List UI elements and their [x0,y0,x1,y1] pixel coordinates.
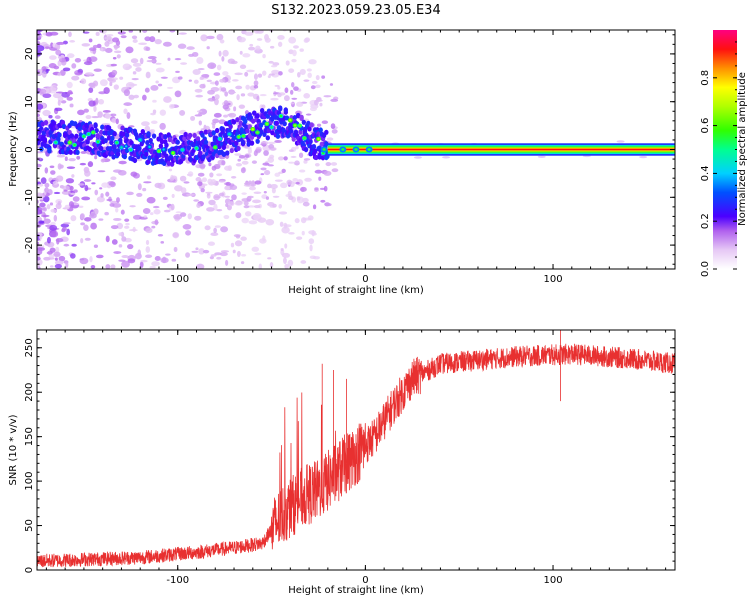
snr-y-tick-label: 0 [24,567,35,573]
figure-title: S132.2023.059.23.05.E34 [271,3,440,18]
snr-x-tick-label: -100 [166,575,189,586]
spectrogram-x-tick-label: 0 [362,274,368,285]
spectrogram-y-tick-label: 10 [24,95,35,108]
colorbar-tick-label: 0.4 [700,165,711,181]
colorbar-tick-label: 0.0 [700,261,711,277]
snr-frame [36,329,676,571]
colorbar-gradient [713,30,737,269]
snr-panel: -100 0 100 0 50 100 150 200 250 Height of straig… [8,329,676,596]
snr-y-axis-label: SNR (10 * v/v) [8,414,19,485]
snr-y-tick-label: 100 [24,472,35,491]
spectrogram-y-tick-label: -10 [24,189,35,205]
spectrogram-x-tick-label: 100 [543,274,562,285]
colorbar: 0.0 0.2 0.4 0.6 0.8 Normalized spectral ampl… [700,30,748,277]
snr-x-tick-label: 0 [362,575,368,586]
snr-ticks: -100 0 100 0 50 100 150 200 250 [24,329,675,586]
spectrogram-heatmap [37,30,675,269]
spectrogram-y-tick-label: 20 [24,48,35,61]
colorbar-tick-label: 0.2 [700,213,711,229]
spectrogram-y-tick-label: 0 [24,146,35,152]
spectrogram-x-tick-label: -100 [166,274,189,285]
spectrogram-x-axis-label: Height of straight line (km) [288,285,424,296]
snr-y-tick-label: 150 [24,427,35,446]
colorbar-tick-label: 0.8 [700,70,711,86]
colorbar-tick-label: 0.6 [700,118,711,134]
snr-series-line [37,330,675,568]
snr-x-tick-label: 100 [543,575,562,586]
spectrogram-y-tick-label: -20 [24,237,35,253]
snr-y-tick-label: 250 [24,338,35,357]
colorbar-ticks: 0.0 0.2 0.4 0.6 0.8 [700,41,737,277]
snr-y-tick-label: 200 [24,383,35,402]
spectrogram-y-axis-label: Frequency (Hz) [8,111,19,187]
snr-y-tick-label: 50 [24,519,35,532]
snr-x-axis-label: Height of straight line (km) [288,585,424,596]
colorbar-label: Normalized spectral amplitude [737,72,748,226]
